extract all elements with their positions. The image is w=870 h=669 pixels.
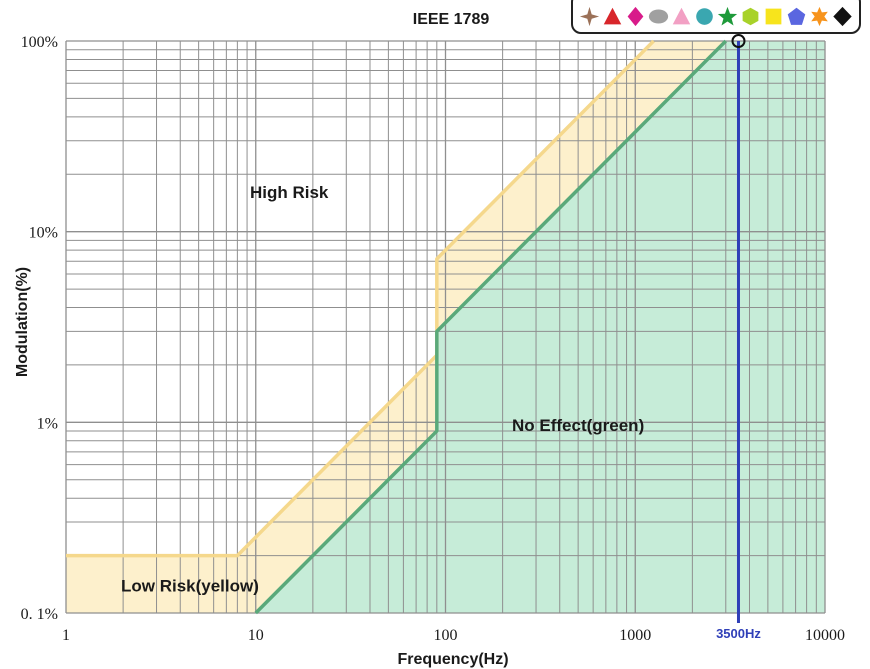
region-label: Low Risk(yellow) [121,576,259,595]
black-diamond-icon[interactable] [832,6,853,27]
teal-circle-icon[interactable] [694,6,715,27]
y-tick-label: 0. 1% [21,606,58,623]
y-tick-label: 1% [37,415,58,432]
brown-four-point-star-icon[interactable] [579,6,600,27]
marker-point [731,34,746,48]
chart-grid [65,40,826,614]
y-tick-label: 10% [29,225,58,242]
y-tick-labels: 0. 1% 1% 10% 100% [21,34,58,623]
x-tick-labels: 1 10 100 1000 10000 [62,627,845,644]
region-labels: High Risk No Effect(green) Low Risk(yellow… [121,183,644,595]
x-tick-label: 1 [62,627,70,644]
yellow-square-icon[interactable] [763,6,784,27]
magenta-diamond-icon[interactable] [625,6,646,27]
x-tick-label: 10 [248,627,264,644]
x-tick-label: 10000 [805,627,845,644]
marker-label: 3500Hz [716,626,761,641]
chart-title: IEEE 1789 [413,11,490,28]
region-label: No Effect(green) [512,416,644,435]
lime-hexagon-icon[interactable] [740,6,761,27]
red-triangle-icon[interactable] [602,6,623,27]
blue-pentagon-icon[interactable] [786,6,807,27]
x-tick-label: 1000 [619,627,651,644]
y-axis-label: Modulation(%) [14,267,31,377]
gray-ellipse-icon[interactable] [648,6,669,27]
orange-six-point-star-icon[interactable] [809,6,830,27]
risk-boundary-lines [66,39,728,615]
green-star-icon[interactable] [717,6,738,27]
pink-triangle-icon[interactable] [671,6,692,27]
region-label: High Risk [250,183,329,202]
x-tick-label: 100 [434,627,458,644]
no-effect-boundary-line [254,39,728,615]
symbol-palette [571,0,861,34]
frequency-marker: 3500Hz [716,34,761,641]
y-tick-label: 100% [21,34,58,51]
x-axis-label: Frequency(Hz) [397,651,508,668]
